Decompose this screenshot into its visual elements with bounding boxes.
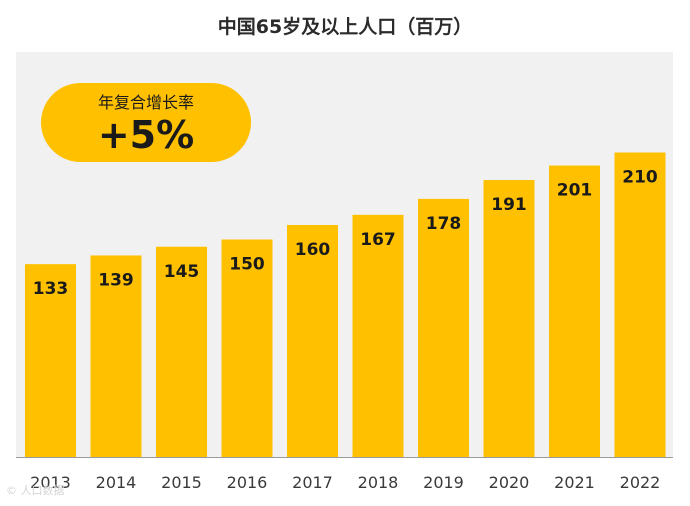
data-label-2019: 178 (426, 214, 462, 234)
bar-2020 (483, 180, 535, 458)
x-tick-2015: 2015 (161, 473, 202, 492)
cagr-value: +5% (97, 113, 195, 157)
cagr-badge: 年复合增长率 +5% (41, 83, 251, 162)
bar-2013 (25, 264, 76, 457)
data-label-2015: 145 (164, 262, 200, 282)
x-tick-2018: 2018 (358, 473, 399, 492)
x-tick-2019: 2019 (423, 473, 464, 492)
cagr-label: 年复合增长率 (97, 93, 194, 112)
bar-2022 (614, 152, 666, 457)
bar-2018 (352, 214, 404, 457)
bar-2014 (90, 255, 142, 457)
x-tick-2013: 2013 (30, 473, 71, 492)
data-label-2017: 160 (295, 240, 331, 260)
x-tick-2014: 2014 (96, 473, 137, 492)
x-tick-2021: 2021 (554, 473, 595, 492)
x-tick-2020: 2020 (489, 473, 530, 492)
data-label-2018: 167 (360, 230, 396, 250)
data-label-2014: 139 (98, 270, 134, 290)
data-label-2016: 150 (229, 255, 265, 275)
data-label-2013: 133 (33, 279, 69, 299)
bar-2015 (156, 246, 207, 457)
x-tick-2017: 2017 (292, 473, 333, 492)
x-tick-2022: 2022 (620, 473, 661, 492)
data-label-2021: 201 (557, 181, 593, 201)
x-axis-line (16, 457, 673, 458)
data-label-2022: 210 (622, 168, 658, 188)
data-label-2020: 191 (491, 195, 527, 215)
x-tick-2016: 2016 (227, 473, 268, 492)
chart-title: 中国65岁及以上人口（百万） (217, 16, 473, 38)
bar-2017 (287, 225, 338, 457)
bar-2016 (221, 239, 273, 457)
bar-2021 (549, 165, 600, 458)
bar-2019 (418, 198, 469, 457)
watermark: © 人口数据 (6, 484, 65, 497)
